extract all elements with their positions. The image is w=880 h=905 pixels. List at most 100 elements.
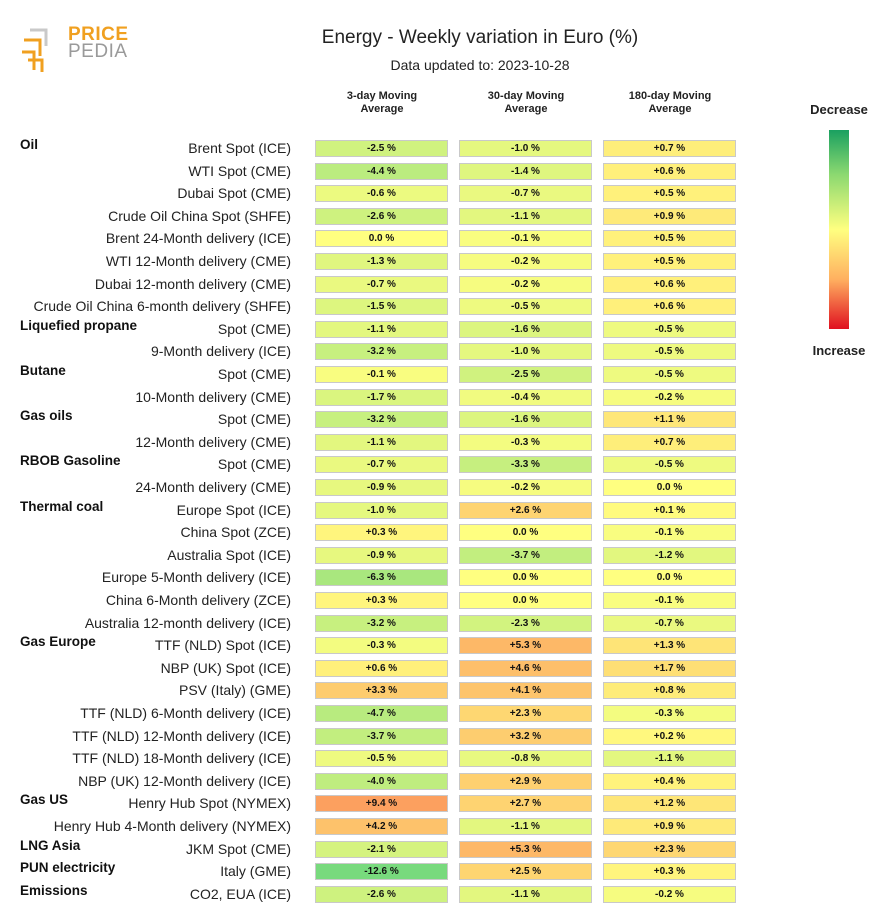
row-label: 9-Month delivery (ICE) [150,343,291,360]
table-cell: +2.3 % [459,705,592,722]
table-cell: -3.2 % [315,411,448,429]
row-label: TTF (NLD) 12-Month delivery (ICE) [72,727,291,744]
row-label: China Spot (ZCE) [180,524,291,541]
table-cell: +1.7 % [603,659,736,677]
table-cell: -6.3 % [315,569,448,587]
table-cell: -3.3 % [459,456,592,474]
row-label: Spot (CME) [217,456,291,473]
table-cell: -1.4 % [459,162,592,180]
table-cell: -1.0 % [459,140,592,157]
table-cell: -0.5 % [603,456,736,474]
row-label: Crude Oil China Spot (SHFE) [108,207,291,224]
table-cell: -0.7 % [603,614,736,632]
table-cell: -0.4 % [459,388,592,406]
table-cell: +0.4 % [603,772,736,790]
group-label-pun-electricity: PUN electricity [20,860,116,876]
group-label-oil: Oil [20,137,39,152]
table-cell: 0.0 % [315,230,448,248]
table-cell: -0.8 % [459,750,592,768]
table-cell: -0.7 % [315,275,448,293]
row-label: Europe Spot (ICE) [176,501,291,518]
table-cell: +0.7 % [603,140,736,157]
legend-color-scale [829,130,849,329]
legend-decrease-label: Decrease [810,102,868,117]
row-label: 24-Month delivery (CME) [135,479,291,495]
table-cell: +0.7 % [603,433,736,451]
table-cell: 0.0 % [603,569,736,587]
table-cell: -1.6 % [459,320,592,338]
table-cell: +1.2 % [603,795,736,813]
column-header-3day: 3-day Moving Average [346,90,418,115]
table-cell: +0.3 % [315,524,448,542]
table-cell: -3.2 % [315,343,448,361]
logo-text-price: PRICE [68,24,129,45]
table-cell: +3.2 % [459,727,592,745]
table-cell: +0.2 % [603,727,736,745]
table-cell: -3.7 % [315,727,448,745]
row-label: 10-Month delivery (CME) [135,388,291,405]
table-cell: +2.5 % [459,863,592,881]
row-label: Dubai Spot (CME) [177,185,291,202]
table-cell: -2.1 % [315,840,448,858]
table-cell: -2.6 % [315,885,448,903]
table-cell: -0.5 % [603,366,736,383]
table-cell: +3.3 % [315,682,448,700]
group-label-gas-europe: Gas Europe [20,634,96,650]
table-cell: -1.0 % [315,501,448,519]
table-cell: 0.0 % [459,524,592,542]
table-cell: +0.9 % [603,818,736,835]
table-cell: +0.6 % [603,275,736,293]
table-cell: -0.1 % [603,524,736,542]
row-label: Spot (CME) [217,411,291,428]
table-cell: -0.3 % [315,637,448,655]
table-cell: +0.1 % [603,501,736,519]
table-cell: -4.0 % [315,772,448,790]
table-cell: -0.7 % [459,185,592,203]
table-cell: +4.2 % [315,818,448,835]
table-cell: -0.9 % [315,479,448,496]
table-cell: +5.3 % [459,637,592,655]
table-cell: -0.2 % [459,253,592,270]
table-cell: -0.5 % [603,320,736,338]
table-cell: +0.3 % [603,863,736,881]
legend-increase-label: Increase [812,343,866,358]
table-cell: -3.7 % [459,546,592,564]
table-cell: -0.1 % [315,366,448,383]
row-label: Brent 24-Month delivery (ICE) [105,230,291,247]
row-label: Henry Hub 4-Month delivery (NYMEX) [53,818,291,834]
row-label: 12-Month delivery (CME) [135,433,291,450]
group-label-butane: Butane [20,363,66,378]
row-label: Australia Spot (ICE) [167,546,291,563]
table-cell: +2.3 % [603,840,736,858]
row-label: TTF (NLD) Spot (ICE) [154,637,291,654]
table-cell: -1.1 % [459,818,592,835]
row-label: Australia 12-month delivery (ICE) [84,614,291,631]
table-cell: +4.1 % [459,682,592,700]
table-cell: -1.1 % [603,750,736,768]
chart-subtitle: Data updated to: 2023-10-28 [390,57,570,73]
row-label: Crude Oil China 6-month delivery (SHFE) [33,298,291,315]
table-cell: -0.5 % [603,343,736,361]
table-cell: -0.7 % [315,456,448,474]
table-cell: +0.5 % [603,253,736,270]
table-cell: -0.1 % [603,592,736,609]
group-label-liquefied-propane: Liquefied propane [20,317,138,333]
table-cell: +2.9 % [459,772,592,790]
column-header-180day: 180-day Moving Average [628,90,712,115]
table-cell: -0.5 % [315,750,448,768]
table-cell: -2.5 % [459,366,592,383]
table-cell: -0.2 % [459,479,592,496]
table-cell: +0.5 % [603,185,736,203]
row-label: Italy (GME) [220,863,291,880]
table-cell: -0.2 % [603,885,736,903]
table-cell: 0.0 % [459,569,592,587]
column-header-30day: 30-day Moving Average [487,90,565,115]
table-cell: -4.7 % [315,705,448,722]
table-cell: -1.6 % [459,411,592,429]
row-label: Dubai 12-month delivery (CME) [94,275,291,292]
table-cell: -1.3 % [315,253,448,270]
group-label-rbob-gasoline: RBOB Gasoline [20,453,121,469]
group-label-gas-oils: Gas oils [20,408,73,424]
row-label: NBP (UK) Spot (ICE) [160,659,291,676]
logo-text-pedia: PEDIA [68,41,128,62]
